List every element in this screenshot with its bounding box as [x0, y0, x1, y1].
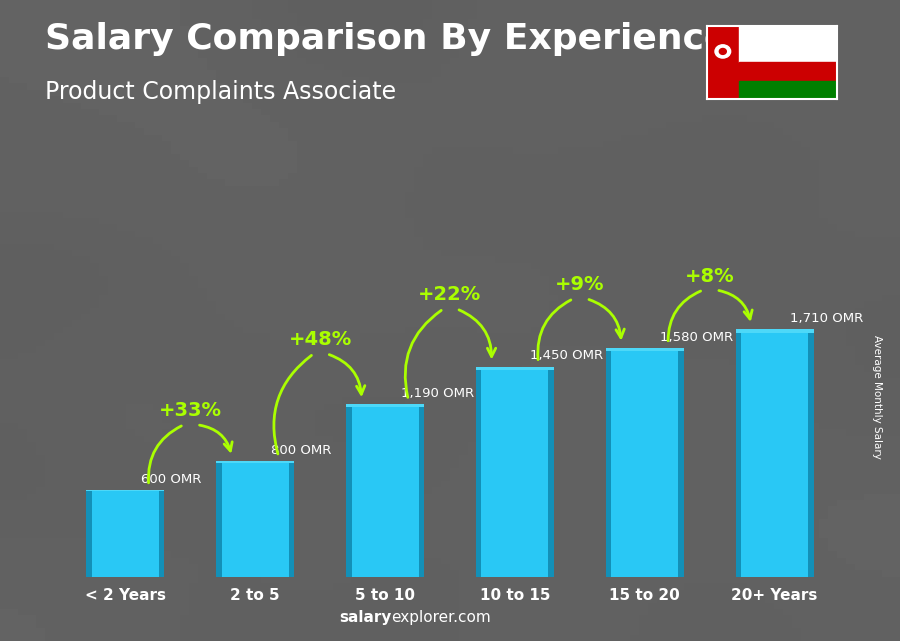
- Bar: [86, 490, 92, 577]
- Text: Average Monthly Salary: Average Monthly Salary: [872, 335, 883, 460]
- Bar: [418, 404, 424, 577]
- Bar: [739, 81, 837, 99]
- Text: +48%: +48%: [289, 330, 352, 349]
- Bar: [741, 329, 808, 577]
- Bar: [216, 461, 294, 463]
- Text: 1,580 OMR: 1,580 OMR: [661, 331, 734, 344]
- Bar: [289, 461, 294, 577]
- Text: salary: salary: [339, 610, 392, 625]
- Bar: [548, 367, 554, 577]
- Bar: [92, 490, 159, 577]
- Text: 1,710 OMR: 1,710 OMR: [790, 312, 863, 325]
- Text: explorer.com: explorer.com: [392, 610, 491, 625]
- Circle shape: [719, 49, 726, 54]
- Text: +33%: +33%: [158, 401, 221, 420]
- Text: +9%: +9%: [555, 275, 605, 294]
- Bar: [159, 490, 165, 577]
- Bar: [476, 367, 482, 577]
- Text: 1,190 OMR: 1,190 OMR: [400, 387, 473, 400]
- Bar: [735, 329, 741, 577]
- Text: +8%: +8%: [685, 267, 734, 286]
- Bar: [808, 329, 814, 577]
- Bar: [346, 404, 352, 577]
- Bar: [352, 404, 419, 577]
- Bar: [706, 26, 739, 99]
- Bar: [476, 367, 554, 370]
- Text: 800 OMR: 800 OMR: [271, 444, 331, 456]
- Text: Product Complaints Associate: Product Complaints Associate: [45, 80, 396, 104]
- Bar: [611, 348, 679, 577]
- Bar: [739, 26, 837, 62]
- Bar: [739, 62, 837, 81]
- Bar: [216, 461, 221, 577]
- Bar: [482, 367, 548, 577]
- Bar: [86, 490, 165, 491]
- Bar: [735, 329, 814, 333]
- Bar: [221, 461, 289, 577]
- Text: +22%: +22%: [418, 285, 482, 304]
- Text: 600 OMR: 600 OMR: [141, 472, 202, 486]
- Bar: [606, 348, 684, 351]
- Bar: [346, 404, 424, 407]
- Text: Salary Comparison By Experience: Salary Comparison By Experience: [45, 22, 728, 56]
- Circle shape: [715, 45, 731, 58]
- Bar: [606, 348, 611, 577]
- Text: 1,450 OMR: 1,450 OMR: [530, 349, 604, 362]
- Bar: [679, 348, 684, 577]
